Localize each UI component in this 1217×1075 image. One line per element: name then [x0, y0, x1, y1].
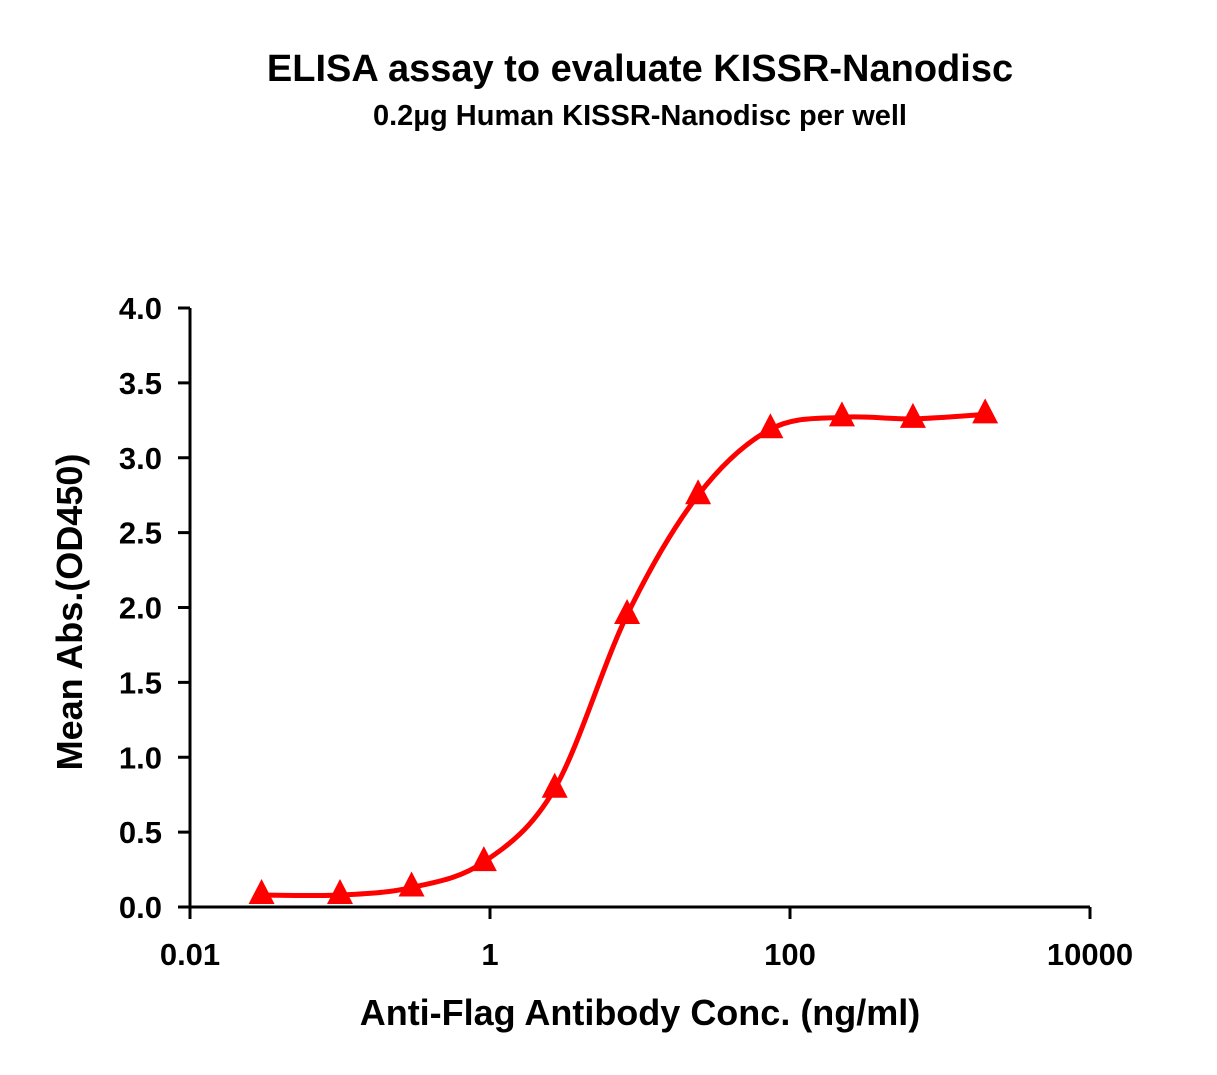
y-tick-label: 3.0	[119, 441, 162, 476]
chart-title: ELISA assay to evaluate KISSR-Nanodisc	[266, 48, 1014, 90]
x-axis-label: Anti-Flag Antibody Conc. (ng/ml)	[360, 992, 921, 1033]
y-tick-label: 0.0	[119, 890, 162, 925]
y-tick-label: 2.0	[119, 591, 162, 626]
x-tick-label: 1	[481, 937, 498, 972]
y-tick-label: 1.5	[119, 665, 162, 700]
data-point-triangle	[614, 598, 641, 624]
data-point-triangle	[757, 413, 784, 439]
y-tick-label: 0.5	[119, 815, 162, 850]
data-point-triangle	[972, 398, 999, 424]
chart-subtitle: 0.2µg Human KISSR-Nanodisc per well	[373, 100, 907, 132]
data-points	[248, 398, 999, 905]
x-tick-label: 100	[764, 937, 816, 972]
y-tick-label: 2.5	[119, 516, 162, 551]
data-point-triangle	[248, 879, 275, 905]
data-point-triangle	[685, 479, 712, 505]
data-point-triangle	[470, 846, 497, 872]
data-point-triangle	[327, 879, 353, 905]
y-tick-label: 4.0	[119, 291, 162, 326]
data-point-triangle	[899, 402, 926, 428]
data-point-triangle	[828, 401, 855, 427]
data-point-triangle	[541, 772, 568, 798]
y-axis-label: Mean Abs.(OD450)	[49, 454, 90, 771]
y-tick-label: 3.5	[119, 366, 162, 401]
axes: 0.0 0.5 1.0 1.5 2.0 2.5 3.0 3.5 4.0 0.01 1 100 10000	[119, 291, 1133, 972]
y-tick-label: 1.0	[119, 740, 162, 775]
fit-curve	[261, 411, 986, 899]
x-tick-label: 10000	[1047, 937, 1133, 972]
x-tick-label: 0.01	[160, 937, 220, 972]
data-point-triangle	[398, 871, 425, 897]
